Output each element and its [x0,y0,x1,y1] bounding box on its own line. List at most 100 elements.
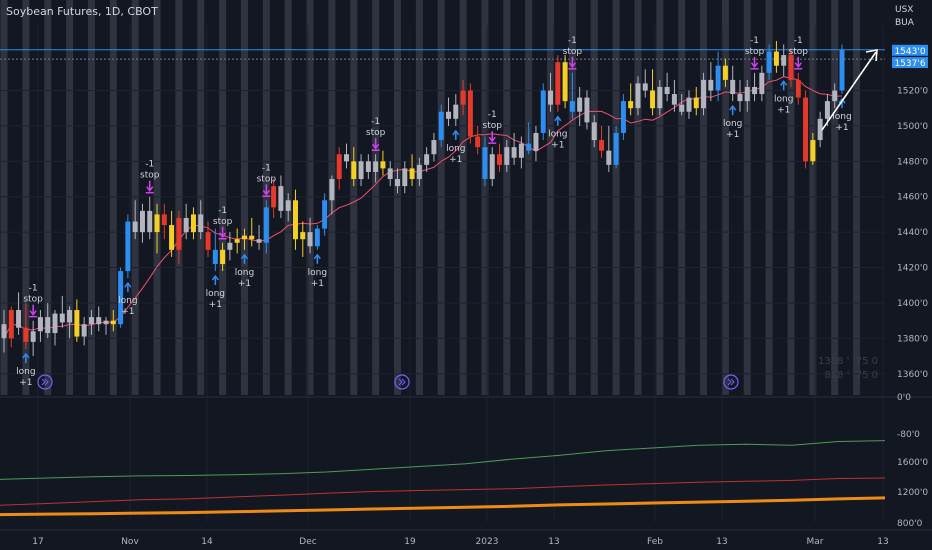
long-signal-bottom: +1 [19,378,32,388]
session-bar [415,0,423,395]
price-tick-label: 1440'0 [897,228,928,238]
indicator-tick-label: 800'0 [897,519,923,529]
long-signal-bottom: +1 [835,123,848,133]
replay-chevrons-icon [727,378,735,386]
replay-icon [723,374,739,390]
candle-body [482,147,488,180]
candle-body [220,249,226,264]
candle-body [103,320,109,325]
last-price-badge [892,44,928,56]
stop-signal-bottom: stop [789,47,809,57]
long-arrow-head-icon [780,80,788,86]
time-tick-label: Mar [807,537,824,547]
candle-body [307,232,313,247]
long-arrow-head-icon [729,104,737,111]
candle-body [139,210,145,233]
candle-body [453,104,459,119]
candle-body [125,221,131,272]
stop-arrow-head-icon [262,189,270,196]
time-tick-label: 13 [716,537,727,547]
stop-signal-bottom: stop [366,128,386,138]
session-bar [700,0,708,395]
price-tick-label: 1520'0 [897,87,928,97]
candle-body [591,122,597,141]
stop-arrow-head-icon [794,62,802,69]
indicator-tick-label: 0'0 [897,393,911,403]
candle-body [81,324,87,337]
stop-signal-bottom: stop [23,295,43,305]
candle-body [300,232,306,240]
candle-body [292,200,298,240]
session-bar [743,0,751,395]
candle-body [373,161,379,172]
candle-body [679,104,685,112]
long-arrow-head-icon [124,281,132,288]
candle-body [526,143,532,151]
stop-signal-top: -1 [145,160,154,170]
replay-chevrons-icon [41,378,49,386]
candle-body [606,150,612,165]
long-signal-bottom: +1 [209,300,222,310]
candle-body [635,83,641,109]
candle-body [365,161,371,172]
candle-body [569,101,575,112]
candle-body [336,154,342,180]
stop-arrow-head-icon [750,62,759,69]
candle-body [169,225,175,250]
candle-body [737,94,743,102]
candle-body [518,143,524,158]
long-signal-bottom: +1 [777,105,790,115]
time-tick-label: 19 [404,537,416,547]
stop-arrow-head-icon [146,186,154,192]
session-bar [568,0,576,395]
projection-arrow-icon [821,51,877,131]
candle-body [285,200,291,211]
long-signal-top: long [723,119,742,129]
price-tick-label: 1380'0 [897,334,928,344]
stop-signal-top: -1 [371,117,380,127]
stop-signal-top: -1 [750,36,759,46]
long-signal-bottom: +1 [238,279,251,289]
candle-body [52,313,58,334]
time-tick-label: Feb [647,537,663,547]
candle-body [424,154,430,165]
long-arrow-head-icon [838,97,846,104]
candle-body [278,186,284,211]
watermark-row: 1388 ' .75 0 [818,356,878,367]
long-signal-top: long [118,296,137,306]
session-bar [131,0,139,395]
candle-body [329,179,335,201]
stop-signal-top: -1 [794,36,803,46]
candle-body [715,65,721,91]
candle-body [599,140,605,151]
candle-body [161,214,167,226]
stop-arrow-head-icon [219,232,227,239]
candle-body [752,86,758,95]
candle-body [23,327,29,342]
session-bar [372,0,380,395]
candle-body [511,147,517,158]
session-bar [66,0,74,395]
candle-body [788,55,794,80]
long-signal-bottom: +1 [551,141,564,151]
indicator-tick-label: -80'0 [897,430,920,440]
candle-body [489,154,495,180]
candle-body [650,90,656,109]
candle-body [394,179,400,187]
long-signal-top: long [548,130,567,140]
candle-body [183,217,189,233]
candle-body [438,111,444,141]
candle-body [190,214,196,233]
session-bar [262,0,270,395]
indicator-line-orange [0,496,886,517]
quantity-unit: BUA [895,18,914,28]
indicator-line-red [0,477,886,506]
candle-body [671,94,677,105]
candle-body [176,217,182,250]
session-bar [765,0,773,395]
long-signal-bottom: +1 [726,130,739,140]
session-bar [656,0,664,395]
stop-signal-bottom: stop [563,47,583,57]
long-arrow-head-icon [240,253,249,260]
stop-signal-top: -1 [262,163,271,173]
